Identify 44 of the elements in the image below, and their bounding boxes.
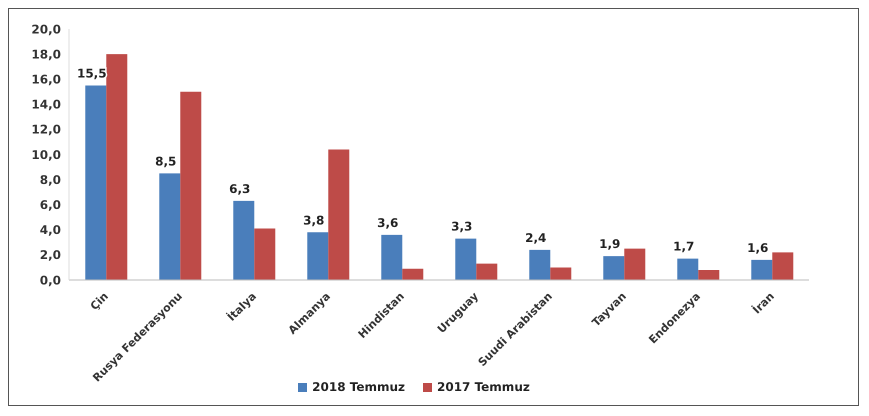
data-label: 3,6 [377,216,398,230]
bar [85,85,106,280]
bar [180,92,202,280]
bar [381,234,402,280]
data-label: 3,8 [303,213,324,228]
bar [307,232,328,280]
bar [476,264,498,280]
data-label: 8,5 [155,154,176,168]
y-tick-label: 8,0 [40,172,61,187]
y-tick-label: 10,0 [31,148,61,162]
bar [455,238,476,280]
bar [529,250,550,280]
bar [550,267,572,280]
y-tick-label: 16,0 [31,72,61,86]
y-tick-label: 2,0 [40,248,61,262]
data-label: 1,6 [747,240,768,255]
legend-label: 2018 Temmuz [311,380,405,394]
bar [402,268,424,280]
bar [698,270,720,280]
bar [233,200,254,280]
bar [328,149,350,280]
data-label: 15,5 [76,66,107,80]
data-label: 6,3 [229,182,250,196]
y-tick-label: 18,0 [31,47,61,62]
bar [254,228,276,280]
data-label: 1,7 [673,240,694,254]
bar [772,252,794,280]
bar [159,173,180,280]
data-label: 2,4 [525,230,546,245]
x-tick-label: Çin [88,290,111,313]
bar [603,256,624,280]
bar [677,258,698,280]
y-tick-label: 4,0 [40,223,61,238]
data-label: 3,3 [451,220,472,234]
data-label: 1,9 [599,237,620,252]
bar [751,260,772,280]
y-tick-label: 6,0 [40,198,61,212]
y-tick-label: 0,0 [40,273,61,288]
bar [624,248,646,280]
y-tick-label: 20,0 [31,22,61,36]
legend-label: 2017 Temmuz [436,380,530,394]
bar [106,54,128,280]
y-tick-label: 14,0 [31,98,61,112]
y-tick-label: 12,0 [31,122,61,137]
